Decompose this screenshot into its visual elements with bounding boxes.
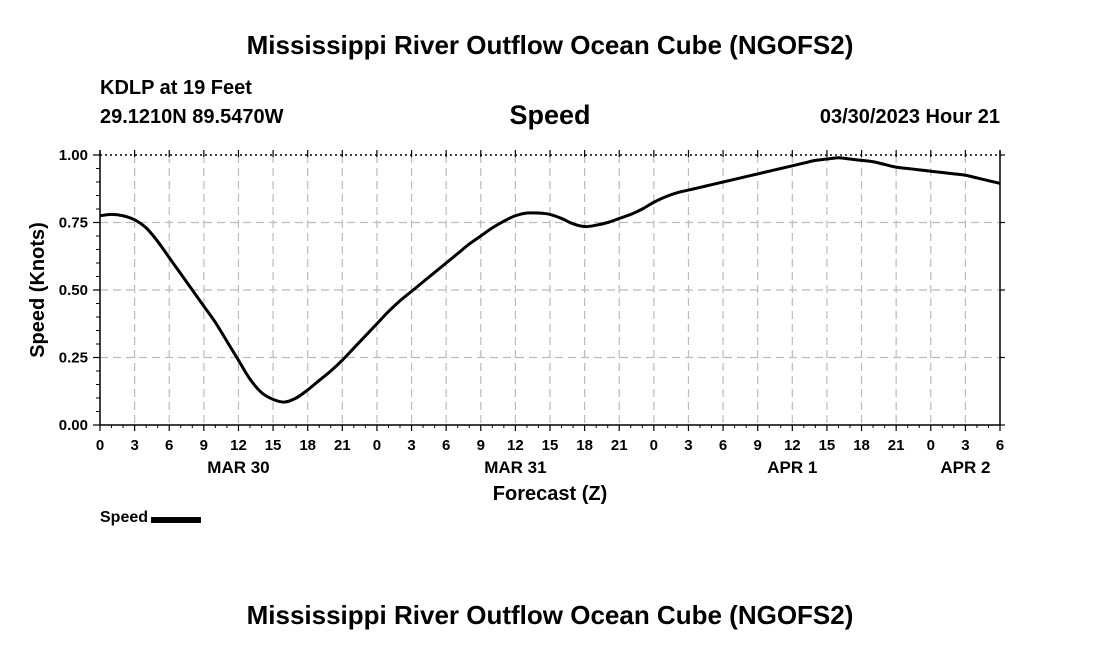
x-tick-label: 21	[888, 437, 905, 454]
x-axis-label: Forecast (Z)	[493, 483, 607, 505]
x-tick-label: 9	[754, 437, 762, 454]
x-tick-label: 0	[650, 437, 658, 454]
legend-swatch	[151, 516, 202, 523]
date-label: MAR 31	[484, 458, 546, 477]
x-tick-label: 15	[265, 437, 282, 454]
date-label: APR 2	[940, 458, 990, 477]
x-tick-label: 9	[200, 437, 208, 454]
coordinates-label: 29.1210N 89.5470W	[100, 106, 284, 128]
station-label: KDLP at 19 Feet	[100, 77, 252, 99]
x-tick-label: 6	[719, 437, 727, 454]
axes-layer: 0 3 6 9 12 15 18 21 0 3 6 9 12 15 18 21 0 3 6 9 12 15 18 21 0 3 6 M…	[59, 147, 1005, 477]
x-tick-label: 15	[819, 437, 836, 454]
x-tick-label: 12	[507, 437, 524, 454]
chart-subtitle: Speed	[509, 100, 591, 130]
x-tick-label: 3	[961, 437, 969, 454]
x-tick-label: 6	[996, 437, 1004, 454]
x-tick-label: 12	[784, 437, 801, 454]
chart-title: Mississippi River Outflow Ocean Cube (NG…	[246, 30, 854, 60]
legend-label: Speed	[100, 509, 149, 526]
legend: Speed	[100, 509, 202, 527]
x-tick-label: 3	[684, 437, 692, 454]
y-tick-label: 0.75	[59, 215, 88, 232]
x-tick-label: 0	[927, 437, 935, 454]
x-tick-label: 21	[611, 437, 628, 454]
x-tick-label: 18	[299, 437, 316, 454]
y-tick-label: 0.50	[59, 282, 88, 299]
date-label: APR 1	[767, 458, 817, 477]
grid-layer	[100, 154, 1000, 425]
x-tick-label: 0	[373, 437, 381, 454]
y-tick-label: 0.25	[59, 350, 88, 367]
forecast-timestamp: 03/30/2023 Hour 21	[819, 106, 1000, 128]
y-tick-label: 0.00	[59, 417, 88, 434]
x-tick-label: 3	[407, 437, 415, 454]
series-layer	[99, 156, 1001, 404]
x-tick-label: 3	[130, 437, 138, 454]
x-tick-label: 15	[542, 437, 559, 454]
x-tick-label: 0	[96, 437, 104, 454]
x-tick-label: 6	[165, 437, 173, 454]
x-tick-label: 9	[477, 437, 485, 454]
y-tick-label: 1.00	[59, 147, 88, 164]
x-tick-label: 21	[334, 437, 351, 454]
footer-title: Mississippi River Outflow Ocean Cube (NG…	[246, 600, 854, 630]
y-axis-label: Speed (Knots)	[27, 222, 49, 358]
x-tick-label: 6	[442, 437, 450, 454]
x-tick-label: 18	[853, 437, 870, 454]
date-label: MAR 30	[207, 458, 269, 477]
x-tick-label: 12	[230, 437, 247, 454]
x-tick-label: 18	[576, 437, 593, 454]
series-line-speed	[99, 156, 1001, 404]
